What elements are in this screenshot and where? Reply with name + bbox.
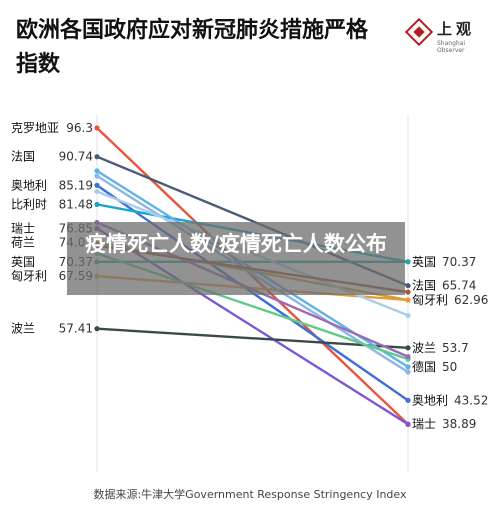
left-label-name-4: 瑞士: [11, 221, 35, 235]
right-label-value-2: 62.96: [454, 293, 488, 307]
left-label-name-7: 匈牙利: [11, 269, 47, 283]
series-point-13-end: [405, 353, 411, 360]
series-line-8: [96, 327, 409, 350]
series-point-8-start: [94, 326, 100, 332]
overlay-banner: 疫情死亡人数/疫情死亡人数公布: [67, 222, 405, 295]
right-label-value-0: 70.37: [442, 255, 476, 269]
chart-title: 欧洲各国政府应对新冠肺炎措施严格指数: [16, 18, 369, 77]
left-label-name-1: 法国: [11, 150, 35, 164]
right-label-name-1: 法国: [412, 279, 436, 293]
right-label-value-4: 50: [442, 360, 457, 374]
left-label-value-2: 85.19: [59, 178, 93, 192]
left-label-value-0: 96.3: [66, 121, 93, 135]
right-label-value-3: 53.7: [442, 341, 469, 355]
left-label-name-2: 奥地利: [11, 178, 47, 192]
series-point-10-end: [405, 369, 411, 375]
left-label-name-3: 比利时: [11, 197, 47, 211]
right-label-value-5: 43.52: [454, 393, 488, 407]
right-label-name-2: 匈牙利: [412, 293, 448, 307]
series-point-7-end: [405, 297, 411, 303]
series-point-0-start: [94, 125, 100, 131]
source-note: 数据来源:牛津大学Government Response Stringency …: [93, 488, 407, 501]
series-point-2-start: [94, 182, 100, 188]
right-label-name-4: 德国: [412, 359, 436, 374]
left-label-value-8: 57.41: [59, 322, 93, 336]
left-label-name-6: 英国: [11, 255, 35, 269]
right-label-name-5: 奥地利: [412, 393, 448, 407]
series-point-3-start: [94, 201, 100, 208]
left-label-value-1: 90.74: [59, 150, 93, 164]
series-point-4-end: [405, 421, 411, 427]
logo: 上观 Shanghai Observer: [404, 17, 489, 54]
left-label-name-5: 荷兰: [11, 236, 35, 250]
right-label-name-0: 英国: [412, 255, 436, 269]
series-point-9-start: [94, 168, 100, 174]
series-point-11-end: [405, 312, 411, 318]
left-label-name-0: 克罗地亚: [11, 121, 59, 135]
series-point-8-end: [405, 345, 411, 351]
left-label-value-3: 81.48: [59, 197, 93, 211]
series-point-14-end: [405, 289, 411, 295]
series-point-1-start: [94, 154, 100, 160]
right-label-value-6: 38.89: [442, 417, 476, 431]
series-point-2-end: [405, 397, 411, 403]
right-label-value-1: 65.74: [442, 279, 476, 293]
right-label-name-6: 瑞士: [412, 417, 436, 431]
series-point-10-start: [94, 173, 100, 179]
series-point-11-start: [94, 188, 100, 195]
series-point-6-end: [405, 259, 411, 265]
logo-name: 上观: [437, 20, 476, 38]
series-point-1-end: [405, 283, 411, 289]
logo-subtitle: Shanghai Observer: [437, 40, 466, 54]
series-point-9-end: [405, 364, 411, 370]
right-label-name-3: 波兰: [412, 341, 436, 355]
left-label-name-8: 波兰: [11, 322, 35, 336]
